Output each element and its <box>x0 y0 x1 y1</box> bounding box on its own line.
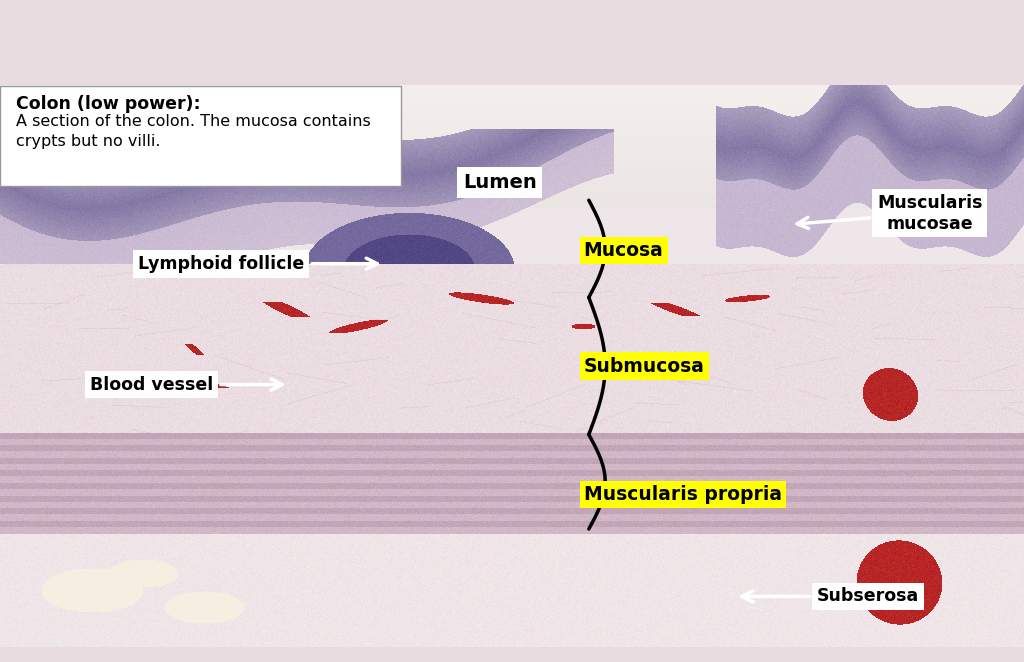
Text: Lymphoid follicle: Lymphoid follicle <box>138 255 377 273</box>
FancyBboxPatch shape <box>0 86 401 186</box>
Text: Mucosa: Mucosa <box>584 241 664 260</box>
Text: Muscularis
mucosae: Muscularis mucosae <box>797 194 983 232</box>
Text: Blood vessel: Blood vessel <box>90 375 282 393</box>
Text: Muscularis propria: Muscularis propria <box>584 485 781 504</box>
Text: Submucosa: Submucosa <box>584 357 705 375</box>
Text: Lumen: Lumen <box>463 173 537 192</box>
Text: Colon (low power):: Colon (low power): <box>16 95 201 113</box>
Text: Subserosa: Subserosa <box>742 587 920 606</box>
Text: A section of the colon. The mucosa contains
crypts but no villi.: A section of the colon. The mucosa conta… <box>16 115 371 149</box>
